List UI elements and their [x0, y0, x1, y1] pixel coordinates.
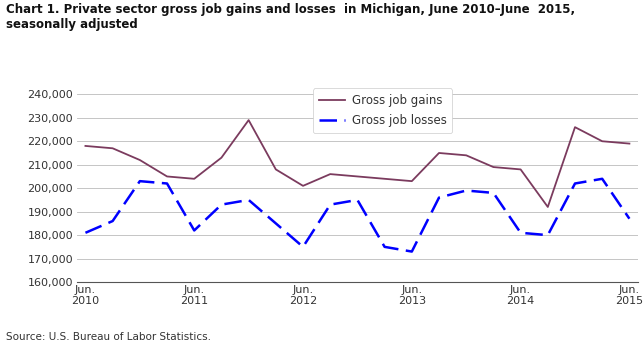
Gross job losses — [272, 221, 279, 225]
Gross job gains — [598, 139, 606, 143]
Gross job gains — [272, 167, 279, 171]
Gross job gains — [109, 146, 117, 150]
Gross job gains — [218, 155, 225, 160]
Gross job losses — [435, 195, 443, 200]
Gross job gains — [354, 174, 361, 179]
Gross job losses — [516, 231, 524, 235]
Gross job losses — [381, 245, 388, 249]
Gross job gains — [571, 125, 579, 129]
Gross job losses — [136, 179, 144, 183]
Gross job gains — [191, 177, 198, 181]
Line: Gross job losses: Gross job losses — [86, 179, 629, 251]
Gross job losses — [408, 249, 415, 254]
Gross job losses — [625, 217, 633, 221]
Gross job gains — [435, 151, 443, 155]
Gross job losses — [245, 198, 252, 202]
Gross job gains — [516, 167, 524, 171]
Gross job gains — [136, 158, 144, 162]
Gross job losses — [218, 203, 225, 207]
Gross job losses — [163, 181, 171, 185]
Gross job losses — [327, 203, 334, 207]
Legend: Gross job gains, Gross job losses: Gross job gains, Gross job losses — [312, 88, 452, 133]
Gross job gains — [163, 174, 171, 179]
Gross job gains — [327, 172, 334, 176]
Gross job gains — [625, 141, 633, 146]
Gross job gains — [408, 179, 415, 183]
Gross job gains — [381, 177, 388, 181]
Gross job gains — [299, 184, 307, 188]
Gross job gains — [489, 165, 497, 169]
Line: Gross job gains: Gross job gains — [86, 120, 629, 207]
Gross job gains — [82, 144, 90, 148]
Gross job losses — [489, 191, 497, 195]
Gross job losses — [462, 189, 470, 193]
Gross job losses — [299, 245, 307, 249]
Gross job gains — [462, 153, 470, 158]
Gross job losses — [571, 181, 579, 185]
Gross job gains — [544, 205, 552, 209]
Gross job losses — [191, 228, 198, 233]
Gross job losses — [354, 198, 361, 202]
Gross job gains — [245, 118, 252, 122]
Text: Chart 1. Private sector gross job gains and losses  in Michigan, June 2010–June : Chart 1. Private sector gross job gains … — [6, 3, 576, 31]
Text: Source: U.S. Bureau of Labor Statistics.: Source: U.S. Bureau of Labor Statistics. — [6, 332, 211, 342]
Gross job losses — [598, 177, 606, 181]
Gross job losses — [544, 233, 552, 237]
Gross job losses — [82, 231, 90, 235]
Gross job losses — [109, 219, 117, 223]
